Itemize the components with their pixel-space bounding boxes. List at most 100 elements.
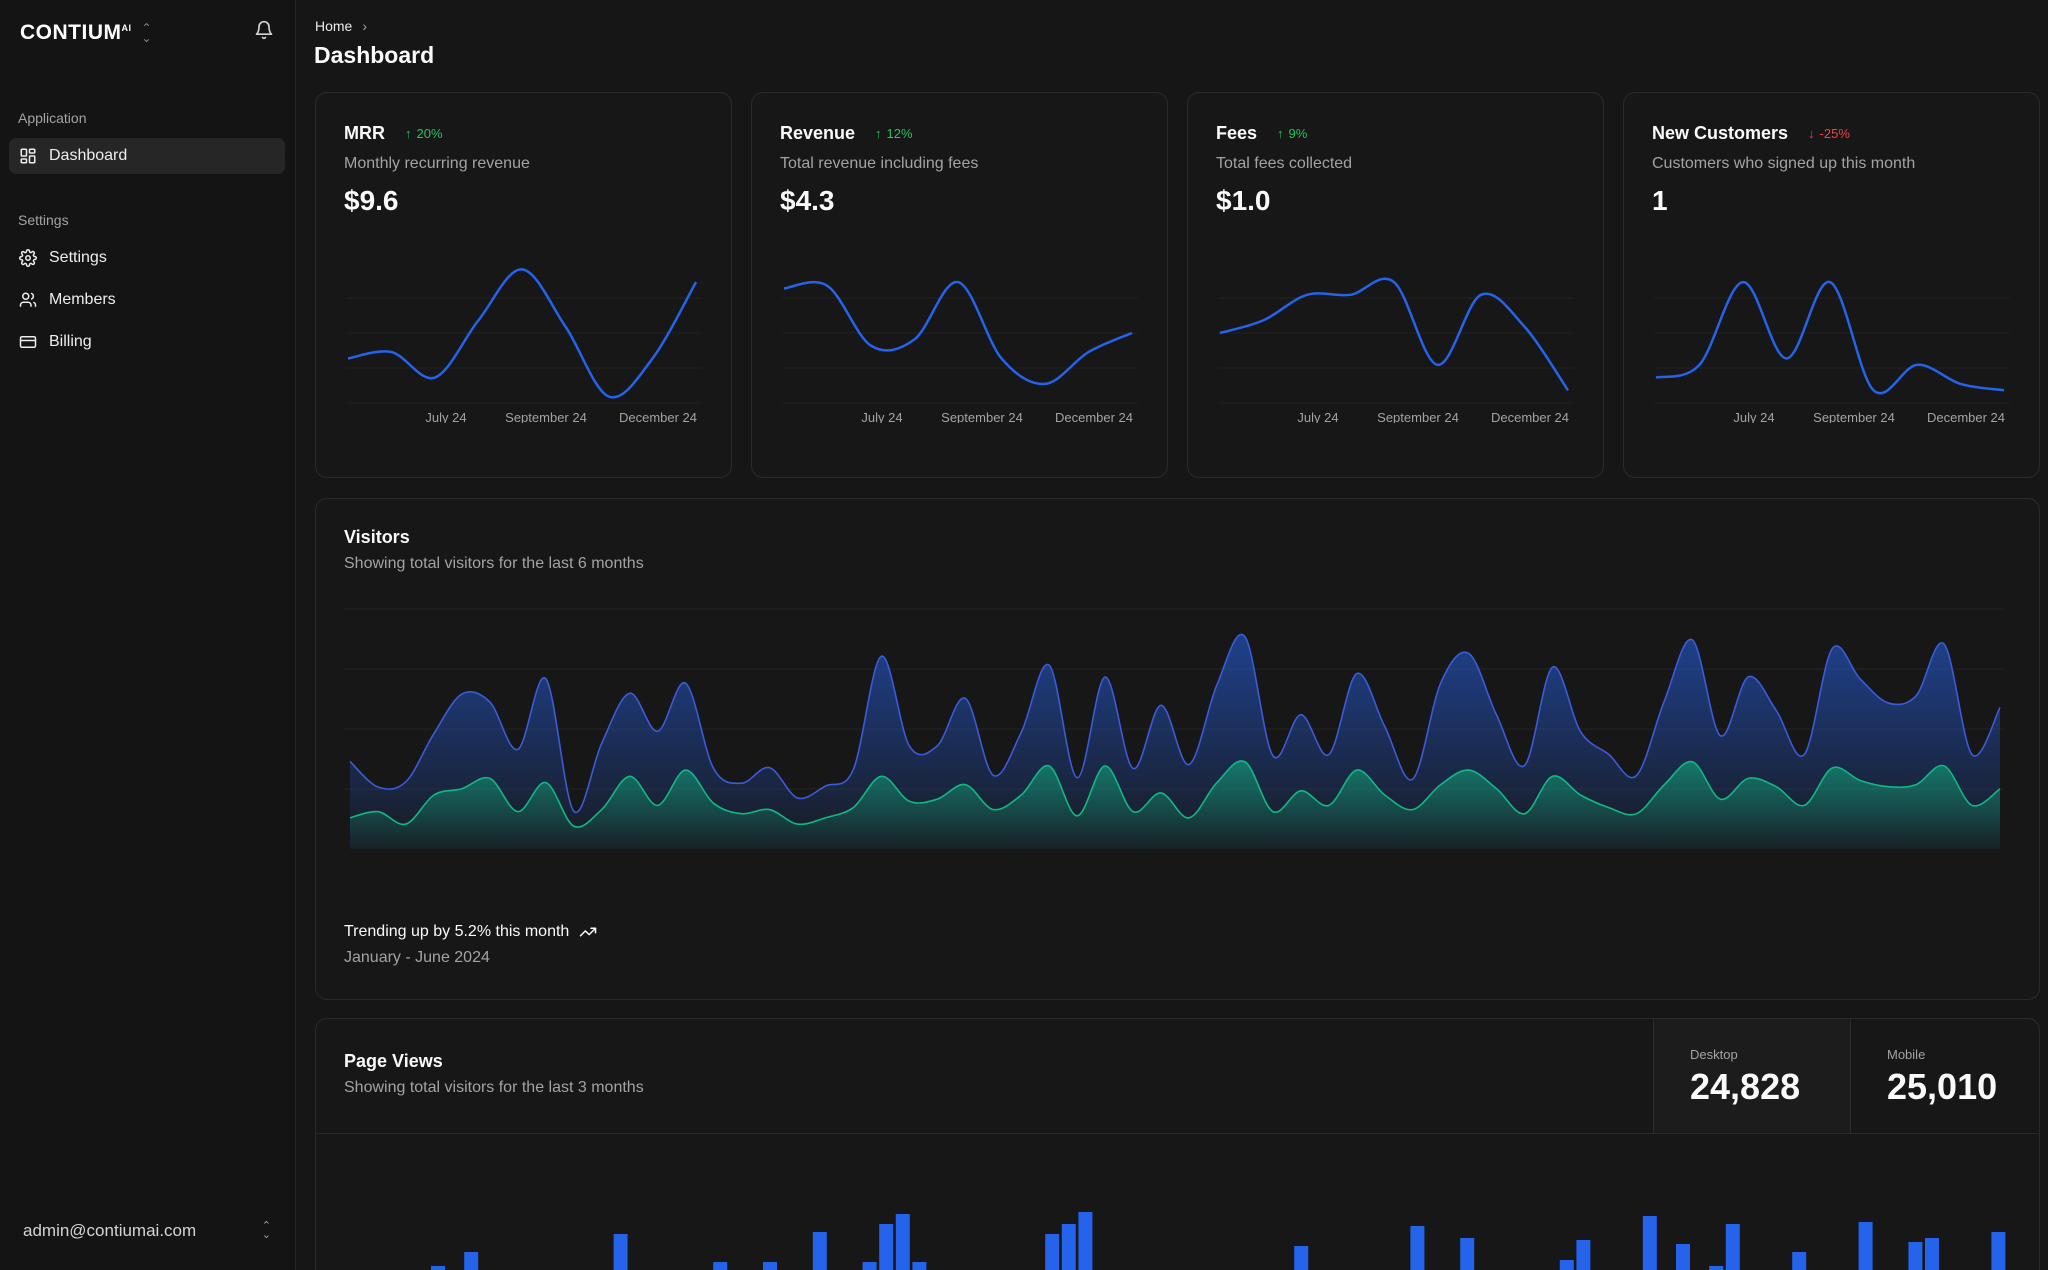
bar <box>1991 1232 2006 1270</box>
mobile-value: 25,010 <box>1887 1066 1998 1107</box>
kpi-delta: ↓ -25% <box>1808 126 1850 141</box>
bar <box>1925 1238 1939 1270</box>
kpi-delta: ↑ 9% <box>1277 126 1308 141</box>
sidebar-item-members[interactable]: Members <box>9 282 285 318</box>
kpi-value: $4.3 <box>780 185 835 216</box>
line-series <box>1219 277 1570 391</box>
bar <box>431 1266 445 1270</box>
bar <box>862 1262 877 1270</box>
sidebar-item-label: Dashboard <box>49 147 128 164</box>
user-email: admin@contiumai.com <box>23 1221 197 1240</box>
x-tick-label: July 24 <box>1733 410 1774 423</box>
kpi-value: 1 <box>1652 185 1668 216</box>
arrow-up-icon: ↑ <box>875 126 882 141</box>
kpi-card-new-customers: New Customers ↓ -25% Customers who signed… <box>1623 92 2040 478</box>
x-tick-label: July 24 <box>1297 410 1338 423</box>
kpi-description: Customers who signed up this month <box>1652 155 1916 172</box>
line-series <box>347 268 698 399</box>
kpi-value: $1.0 <box>1216 185 1271 216</box>
mrr-line-chart: July 24 September 24 December 24 <box>346 268 702 423</box>
bar <box>1559 1260 1574 1270</box>
trending-up-icon <box>580 927 597 937</box>
bar <box>713 1262 728 1270</box>
breadcrumb-home[interactable]: Home <box>315 18 353 34</box>
bar <box>1294 1246 1309 1270</box>
visitors-card: Visitors Showing total visitors for the … <box>315 498 2040 1000</box>
kpi-card-fees: Fees ↑ 9% Total fees collected $1.0 July … <box>1187 92 1604 478</box>
breadcrumb: Home › <box>315 18 367 34</box>
kpi-description: Monthly recurring revenue <box>344 155 530 172</box>
desktop-label: Desktop <box>1690 1047 1738 1062</box>
bar <box>912 1262 927 1270</box>
page-views-card: Page Views Showing total visitors for th… <box>315 1018 2040 1270</box>
bar <box>1061 1224 1076 1270</box>
bar <box>1642 1216 1657 1270</box>
group-label-settings: Settings <box>18 212 69 228</box>
brand-switcher[interactable]: CONTIUMAI ⌃ ⌄ <box>20 18 152 48</box>
arrow-up-icon: ↑ <box>405 126 412 141</box>
sidebar: CONTIUMAI ⌃ ⌄ Application Dashboard Setti… <box>0 0 296 1270</box>
x-tick-label: September 24 <box>505 410 587 423</box>
dashboard-icon <box>20 148 36 164</box>
x-tick-label: July 24 <box>425 410 466 423</box>
x-tick-label: July 24 <box>861 410 902 423</box>
sidebar-item-label: Settings <box>49 249 107 266</box>
bell-icon[interactable] <box>254 20 274 42</box>
x-tick-label: September 24 <box>1813 410 1895 423</box>
desktop-area <box>350 634 2000 849</box>
bar <box>1576 1240 1591 1270</box>
new-customers-line-chart: July 24 September 24 December 24 <box>1654 280 2010 423</box>
group-label-application: Application <box>18 110 87 126</box>
x-tick-label: December 24 <box>1055 410 1133 423</box>
visitors-subtitle: Showing total visitors for the last 6 mo… <box>344 555 644 572</box>
fees-line-chart: July 24 September 24 December 24 <box>1218 277 1574 423</box>
x-tick-label: December 24 <box>1927 410 2005 423</box>
bar <box>1709 1266 1724 1270</box>
bar <box>812 1232 827 1270</box>
bar <box>1676 1244 1690 1270</box>
users-icon <box>19 292 37 307</box>
desktop-value: 24,828 <box>1690 1066 1801 1107</box>
bar <box>464 1252 479 1270</box>
chevron-up-down-icon: ⌃ ⌄ <box>141 21 152 45</box>
mobile-line <box>349 760 2001 828</box>
chevron-right-icon: › <box>362 18 368 34</box>
kpi-value: $9.6 <box>344 185 399 216</box>
bar <box>1858 1222 1873 1270</box>
page-views-title: Page Views <box>344 1051 443 1071</box>
kpi-description: Total revenue including fees <box>780 155 979 172</box>
kpi-delta: ↑ 20% <box>405 126 443 141</box>
user-menu[interactable]: admin@contiumai.com ⌃ ⌄ <box>9 1212 285 1250</box>
mobile-label: Mobile <box>1887 1047 1926 1062</box>
x-tick-label: September 24 <box>1377 410 1459 423</box>
sidebar-item-dashboard[interactable]: Dashboard <box>9 138 285 174</box>
sidebar-item-billing[interactable]: Billing <box>9 324 285 360</box>
mobile-stat[interactable]: Mobile 25,010 <box>1850 1019 2039 1133</box>
sidebar-item-label: Billing <box>49 333 92 350</box>
x-tick-label: December 24 <box>619 410 697 423</box>
x-tick-label: December 24 <box>1491 410 1569 423</box>
mobile-area <box>350 760 2000 849</box>
kpi-name: MRR <box>344 123 385 143</box>
brand-logo: CONTIUMAI <box>20 21 132 44</box>
bar <box>1792 1252 1807 1270</box>
revenue-line-chart: July 24 September 24 December 24 <box>782 280 1138 423</box>
desktop-stat[interactable]: Desktop 24,828 <box>1653 1019 1850 1133</box>
kpi-name: New Customers <box>1652 123 1789 143</box>
arrow-down-icon: ↓ <box>1808 126 1815 141</box>
kpi-description: Total fees collected <box>1216 155 1353 172</box>
bar <box>1045 1234 1060 1270</box>
line-series <box>783 280 1133 386</box>
kpi-card-revenue: Revenue ↑ 12% Total revenue including fee… <box>751 92 1168 478</box>
credit-card-icon <box>19 336 37 348</box>
kpi-name: Revenue <box>780 123 856 143</box>
line-series <box>1655 280 2005 395</box>
sidebar-item-settings[interactable]: Settings <box>9 240 285 276</box>
bar <box>1078 1212 1093 1270</box>
trend-text: Trending up by 5.2% this month <box>344 923 597 941</box>
trend-range: January - June 2024 <box>344 949 490 966</box>
chevron-up-down-icon: ⌃ ⌄ <box>261 1220 271 1241</box>
bar <box>1410 1226 1425 1270</box>
visitors-area-chart <box>344 608 2004 849</box>
page-views-bar-chart <box>431 1212 2006 1270</box>
